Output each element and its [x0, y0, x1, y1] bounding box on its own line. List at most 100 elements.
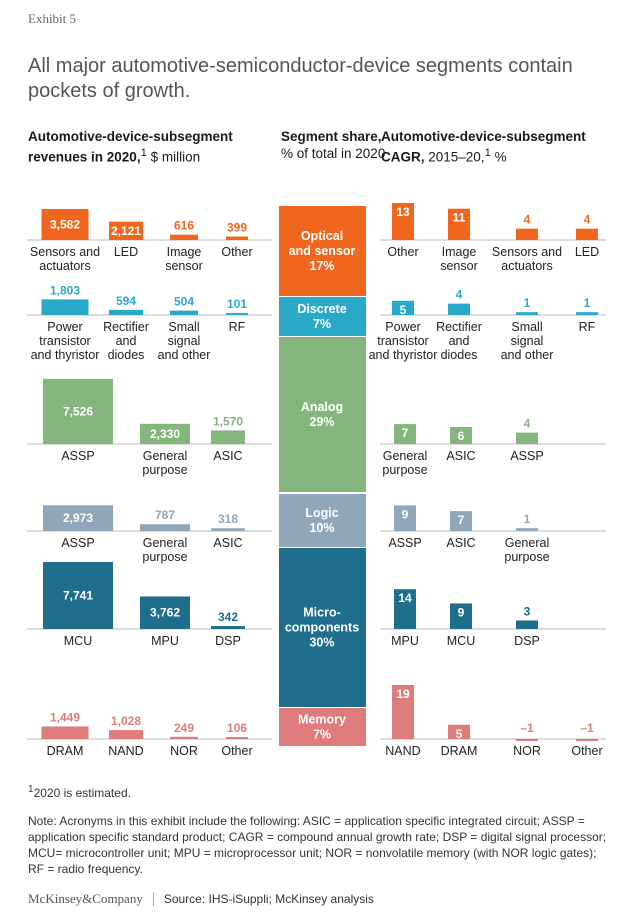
revenue-bar — [41, 299, 89, 315]
cagr-category-label: General — [505, 536, 549, 550]
revenue-bar — [43, 562, 113, 629]
segment-share-value: 17% — [309, 259, 334, 273]
cagr-bar — [394, 589, 416, 629]
cagr-bar — [576, 228, 598, 240]
share-column-header: Segment share, % of total in 2020 — [281, 128, 391, 162]
segment-share-value: 7% — [313, 728, 331, 742]
segment-share-block — [279, 708, 366, 746]
cagr-category-label: RF — [579, 320, 596, 334]
revenue-category-label: Small — [168, 320, 199, 334]
segment-name-label: Memory — [298, 713, 346, 727]
cagr-category-label: Other — [571, 744, 602, 758]
cagr-header-unit: % — [490, 149, 507, 165]
cagr-bar — [394, 424, 416, 444]
cagr-header-sup: 1 — [484, 147, 491, 159]
revenue-bar — [226, 313, 248, 315]
cagr-value-label: 4 — [584, 213, 591, 227]
cagr-category-label: ASIC — [446, 536, 475, 550]
cagr-category-label: sensor — [440, 259, 478, 273]
revenue-header-unit: $ million — [146, 149, 201, 165]
cagr-category-label: actuators — [501, 259, 552, 273]
revenue-bar — [109, 730, 143, 739]
cagr-bar — [516, 312, 538, 315]
revenue-value-label: 318 — [218, 512, 238, 526]
revenue-bar — [43, 378, 113, 444]
cagr-value-label: 4 — [456, 288, 463, 302]
cagr-category-label: Power — [385, 320, 420, 334]
revenue-bar — [41, 726, 89, 739]
revenue-value-label: 101 — [227, 297, 247, 311]
acronym-note: Note: Acronyms in this exhibit include t… — [28, 814, 607, 876]
cagr-bar — [392, 685, 414, 739]
cagr-header-period: 2015–20, — [424, 149, 485, 165]
revenue-category-label: actuators — [39, 259, 90, 273]
segment-name-label: Discrete — [297, 302, 346, 316]
cagr-value-label: 1 — [524, 296, 531, 310]
cagr-bar — [392, 203, 414, 240]
revenue-category-label: Other — [221, 245, 252, 259]
cagr-category-label: MPU — [391, 634, 419, 648]
footer-divider — [152, 892, 154, 906]
cagr-category-label: DSP — [514, 634, 540, 648]
share-header-unit: % of total in 2020 — [281, 146, 386, 161]
cagr-category-label: ASIC — [446, 449, 475, 463]
cagr-value-label: 4 — [524, 417, 531, 431]
cagr-category-label: and thyristor — [369, 348, 438, 362]
cagr-bar — [448, 303, 470, 315]
cagr-category-label: and — [449, 334, 470, 348]
segment-share-block — [279, 206, 366, 296]
revenue-bar — [226, 236, 248, 240]
segment-share-block — [279, 548, 366, 707]
segment-name-label: Micro- — [303, 606, 341, 620]
cagr-value-label: 5 — [456, 727, 463, 741]
cagr-value-label: 1 — [524, 512, 531, 526]
revenue-category-label: MCU — [64, 634, 92, 648]
cagr-category-label: transistor — [377, 334, 428, 348]
revenue-category-label: MPU — [151, 634, 179, 648]
cagr-category-label: ASSP — [388, 536, 421, 550]
cagr-value-label: –1 — [520, 721, 534, 735]
cagr-bar — [516, 432, 538, 444]
revenue-category-label: ASSP — [61, 536, 94, 550]
segment-share-block — [279, 494, 366, 547]
revenue-category-label: General — [143, 536, 187, 550]
revenue-category-label: Rectifier — [103, 320, 149, 334]
cagr-bar — [516, 228, 538, 240]
revenue-category-label: RF — [229, 320, 246, 334]
footnote: 12020 is estimated. — [28, 784, 131, 800]
revenue-bar — [211, 528, 245, 531]
revenue-bar — [170, 736, 198, 739]
revenue-bar — [170, 234, 198, 240]
revenue-category-label: NOR — [170, 744, 198, 758]
cagr-bar — [450, 603, 472, 629]
cagr-value-label: 6 — [458, 429, 465, 443]
cagr-category-label: NOR — [513, 744, 541, 758]
revenue-value-label: 2,121 — [111, 224, 141, 238]
revenue-value-label: 7,526 — [63, 404, 93, 418]
cagr-bar — [394, 505, 416, 531]
revenue-category-label: sensor — [165, 259, 203, 273]
segment-share-value: 29% — [309, 415, 334, 429]
revenue-bar — [211, 430, 245, 444]
cagr-bar — [448, 208, 470, 240]
cagr-value-label: 9 — [458, 605, 465, 619]
revenue-header-bold: Automotive-device-subsegment revenues in… — [28, 129, 233, 165]
cagr-category-label: LED — [575, 245, 599, 259]
revenue-value-label: 3,762 — [150, 606, 180, 620]
revenue-category-label: diodes — [108, 348, 145, 362]
revenue-value-label: 594 — [116, 294, 136, 308]
cagr-bar — [576, 739, 598, 741]
revenue-category-label: ASIC — [213, 536, 242, 550]
revenue-value-label: 249 — [174, 721, 194, 735]
cagr-value-label: 19 — [396, 687, 410, 701]
cagr-category-label: ASSP — [510, 449, 543, 463]
footnote-sup: 1 — [28, 784, 34, 795]
cagr-category-label: purpose — [382, 463, 427, 477]
footnote-text: 2020 is estimated. — [33, 786, 131, 800]
cagr-value-label: 11 — [453, 211, 466, 225]
revenue-bar — [140, 423, 190, 444]
cagr-category-label: Other — [387, 245, 418, 259]
cagr-category-label: Image — [442, 245, 477, 259]
segment-share-block — [279, 297, 366, 336]
